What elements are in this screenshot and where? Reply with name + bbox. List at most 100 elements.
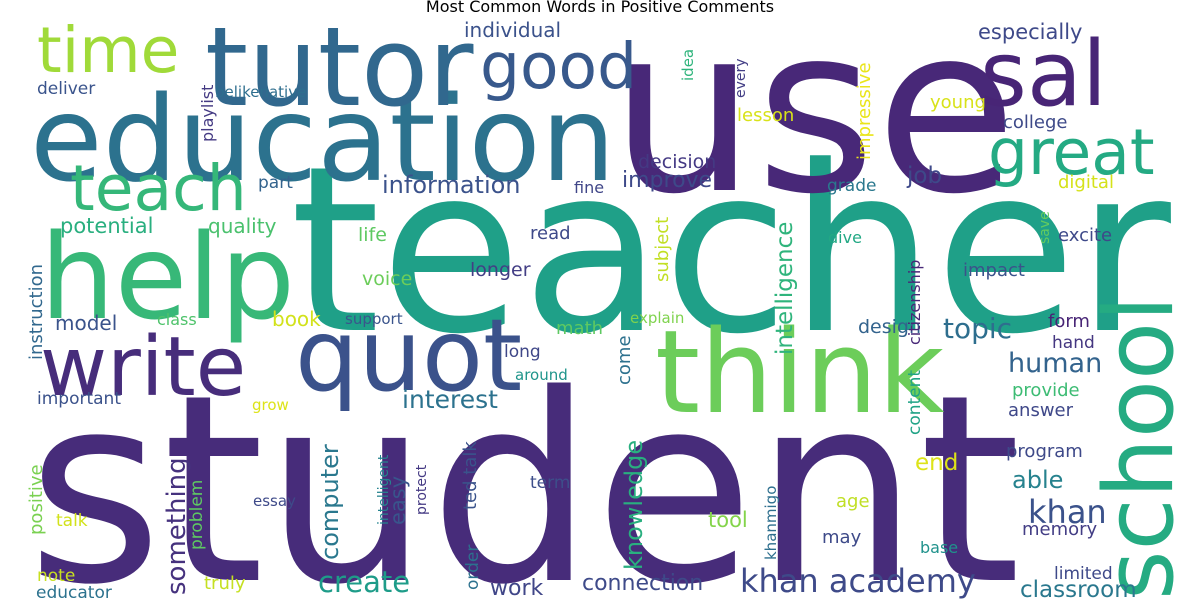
word-essay: essay [253, 492, 296, 510]
word-sal: sal [980, 22, 1107, 127]
word-help: help [40, 208, 295, 346]
word-college: college [1003, 112, 1068, 133]
word-use: use [610, 0, 1017, 245]
word-lesson: lesson [737, 105, 794, 126]
word-potential: potential [60, 214, 153, 238]
word-subject: subject [652, 217, 673, 282]
word-khanmigo: khanmigo [762, 486, 780, 560]
word-hand: hand [1052, 333, 1095, 353]
word-connection: connection [582, 571, 703, 596]
word-excite: excite [1058, 225, 1112, 246]
word-life: life [358, 224, 387, 246]
word-voice: voice [362, 268, 412, 290]
word-something: something [162, 457, 192, 595]
word-truly: truly [204, 573, 246, 594]
word-citizenship: citizenship [905, 260, 924, 345]
word-intelligence: intelligence [772, 222, 798, 355]
word-save: save [1037, 211, 1053, 244]
word-computer: computer [316, 444, 344, 560]
word-work: work [490, 576, 543, 600]
word-interest: interest [402, 385, 498, 414]
word-teach: teach [70, 152, 247, 225]
word-explain: explain [630, 309, 684, 327]
word-quot: quot [295, 297, 522, 414]
word-end: end [915, 450, 958, 476]
word-playlist: playlist [198, 85, 217, 142]
word-digital: digital [1058, 172, 1114, 193]
word-come: come [614, 335, 635, 385]
word-especially: especially [978, 20, 1082, 44]
word-individual: individual [464, 18, 561, 42]
word-create: create [318, 565, 410, 599]
word-program: program [1006, 441, 1083, 462]
word-longer: longer [470, 259, 531, 281]
word-protect: protect [414, 464, 430, 515]
word-teacher: teacher [290, 118, 1171, 385]
word-tutor: tutor [205, 3, 474, 131]
word-impressive: impressive [854, 62, 875, 160]
word-khan: khan [1028, 493, 1107, 531]
word-limited: limited [1054, 564, 1113, 584]
word-human: human [1008, 348, 1102, 379]
word-student: student [27, 340, 1021, 600]
word-around: around [515, 366, 568, 384]
word-deliver: deliver [37, 79, 95, 99]
word-talk: talk [56, 511, 88, 531]
word-math: math [556, 318, 603, 339]
word-model: model [55, 311, 117, 335]
word-read: read [530, 223, 571, 244]
word-classroom: classroom [1020, 577, 1137, 600]
word-positive: positive [26, 464, 47, 535]
word-able: able [1012, 466, 1063, 494]
word-education: education [30, 70, 616, 208]
chart-title: Most Common Words in Positive Comments [425, 0, 775, 16]
word-memory: memory [1022, 519, 1098, 540]
word-term: term [530, 473, 570, 493]
word-book: book [272, 307, 321, 331]
word-content: content [905, 370, 925, 435]
word-time: time [37, 14, 179, 87]
word-knowledge: knowledge [620, 440, 648, 570]
word-intelligent: intelligent [376, 454, 392, 525]
word-answer: answer [1008, 400, 1074, 421]
word-young: young [930, 92, 986, 113]
word-support: support [345, 310, 403, 328]
word-educator: educator [36, 583, 112, 600]
word-age: age [836, 491, 870, 512]
word-school: school [1085, 295, 1195, 600]
word-easy: easy [386, 476, 410, 525]
word-belikenative: belikenative [215, 83, 306, 101]
word-decision: decision [638, 151, 716, 173]
word-great: great [988, 116, 1155, 189]
word-ted-talk: ted talk [460, 441, 481, 510]
word-fine: fine [574, 178, 604, 197]
word-quality: quality [208, 214, 277, 238]
word-order: order [463, 545, 483, 590]
word-note: note [37, 566, 75, 586]
word-topic: topic [943, 312, 1012, 345]
word-good: good [480, 30, 637, 103]
word-write: write [40, 320, 246, 415]
word-every: every [733, 58, 749, 98]
word-impact: impact [963, 260, 1025, 281]
word-improve: improve [622, 168, 712, 193]
word-important: important [37, 389, 121, 409]
word-job: job [906, 163, 942, 189]
word-problem: problem [187, 480, 207, 550]
word-design: design [858, 316, 921, 338]
word-class: class [157, 310, 197, 329]
word-instruction: instruction [26, 264, 47, 360]
word-tool: tool [708, 508, 748, 532]
word-information: information [382, 171, 521, 199]
word-grade: grade [827, 176, 876, 196]
word-dive: dive [828, 228, 862, 247]
word-may: may [822, 527, 862, 548]
word-form: form [1048, 311, 1090, 332]
word-idea: idea [679, 49, 697, 81]
word-think: think [655, 306, 945, 440]
word-grow: grow [252, 396, 289, 414]
word-provide: provide [1012, 380, 1080, 401]
word-long: long [504, 342, 541, 362]
